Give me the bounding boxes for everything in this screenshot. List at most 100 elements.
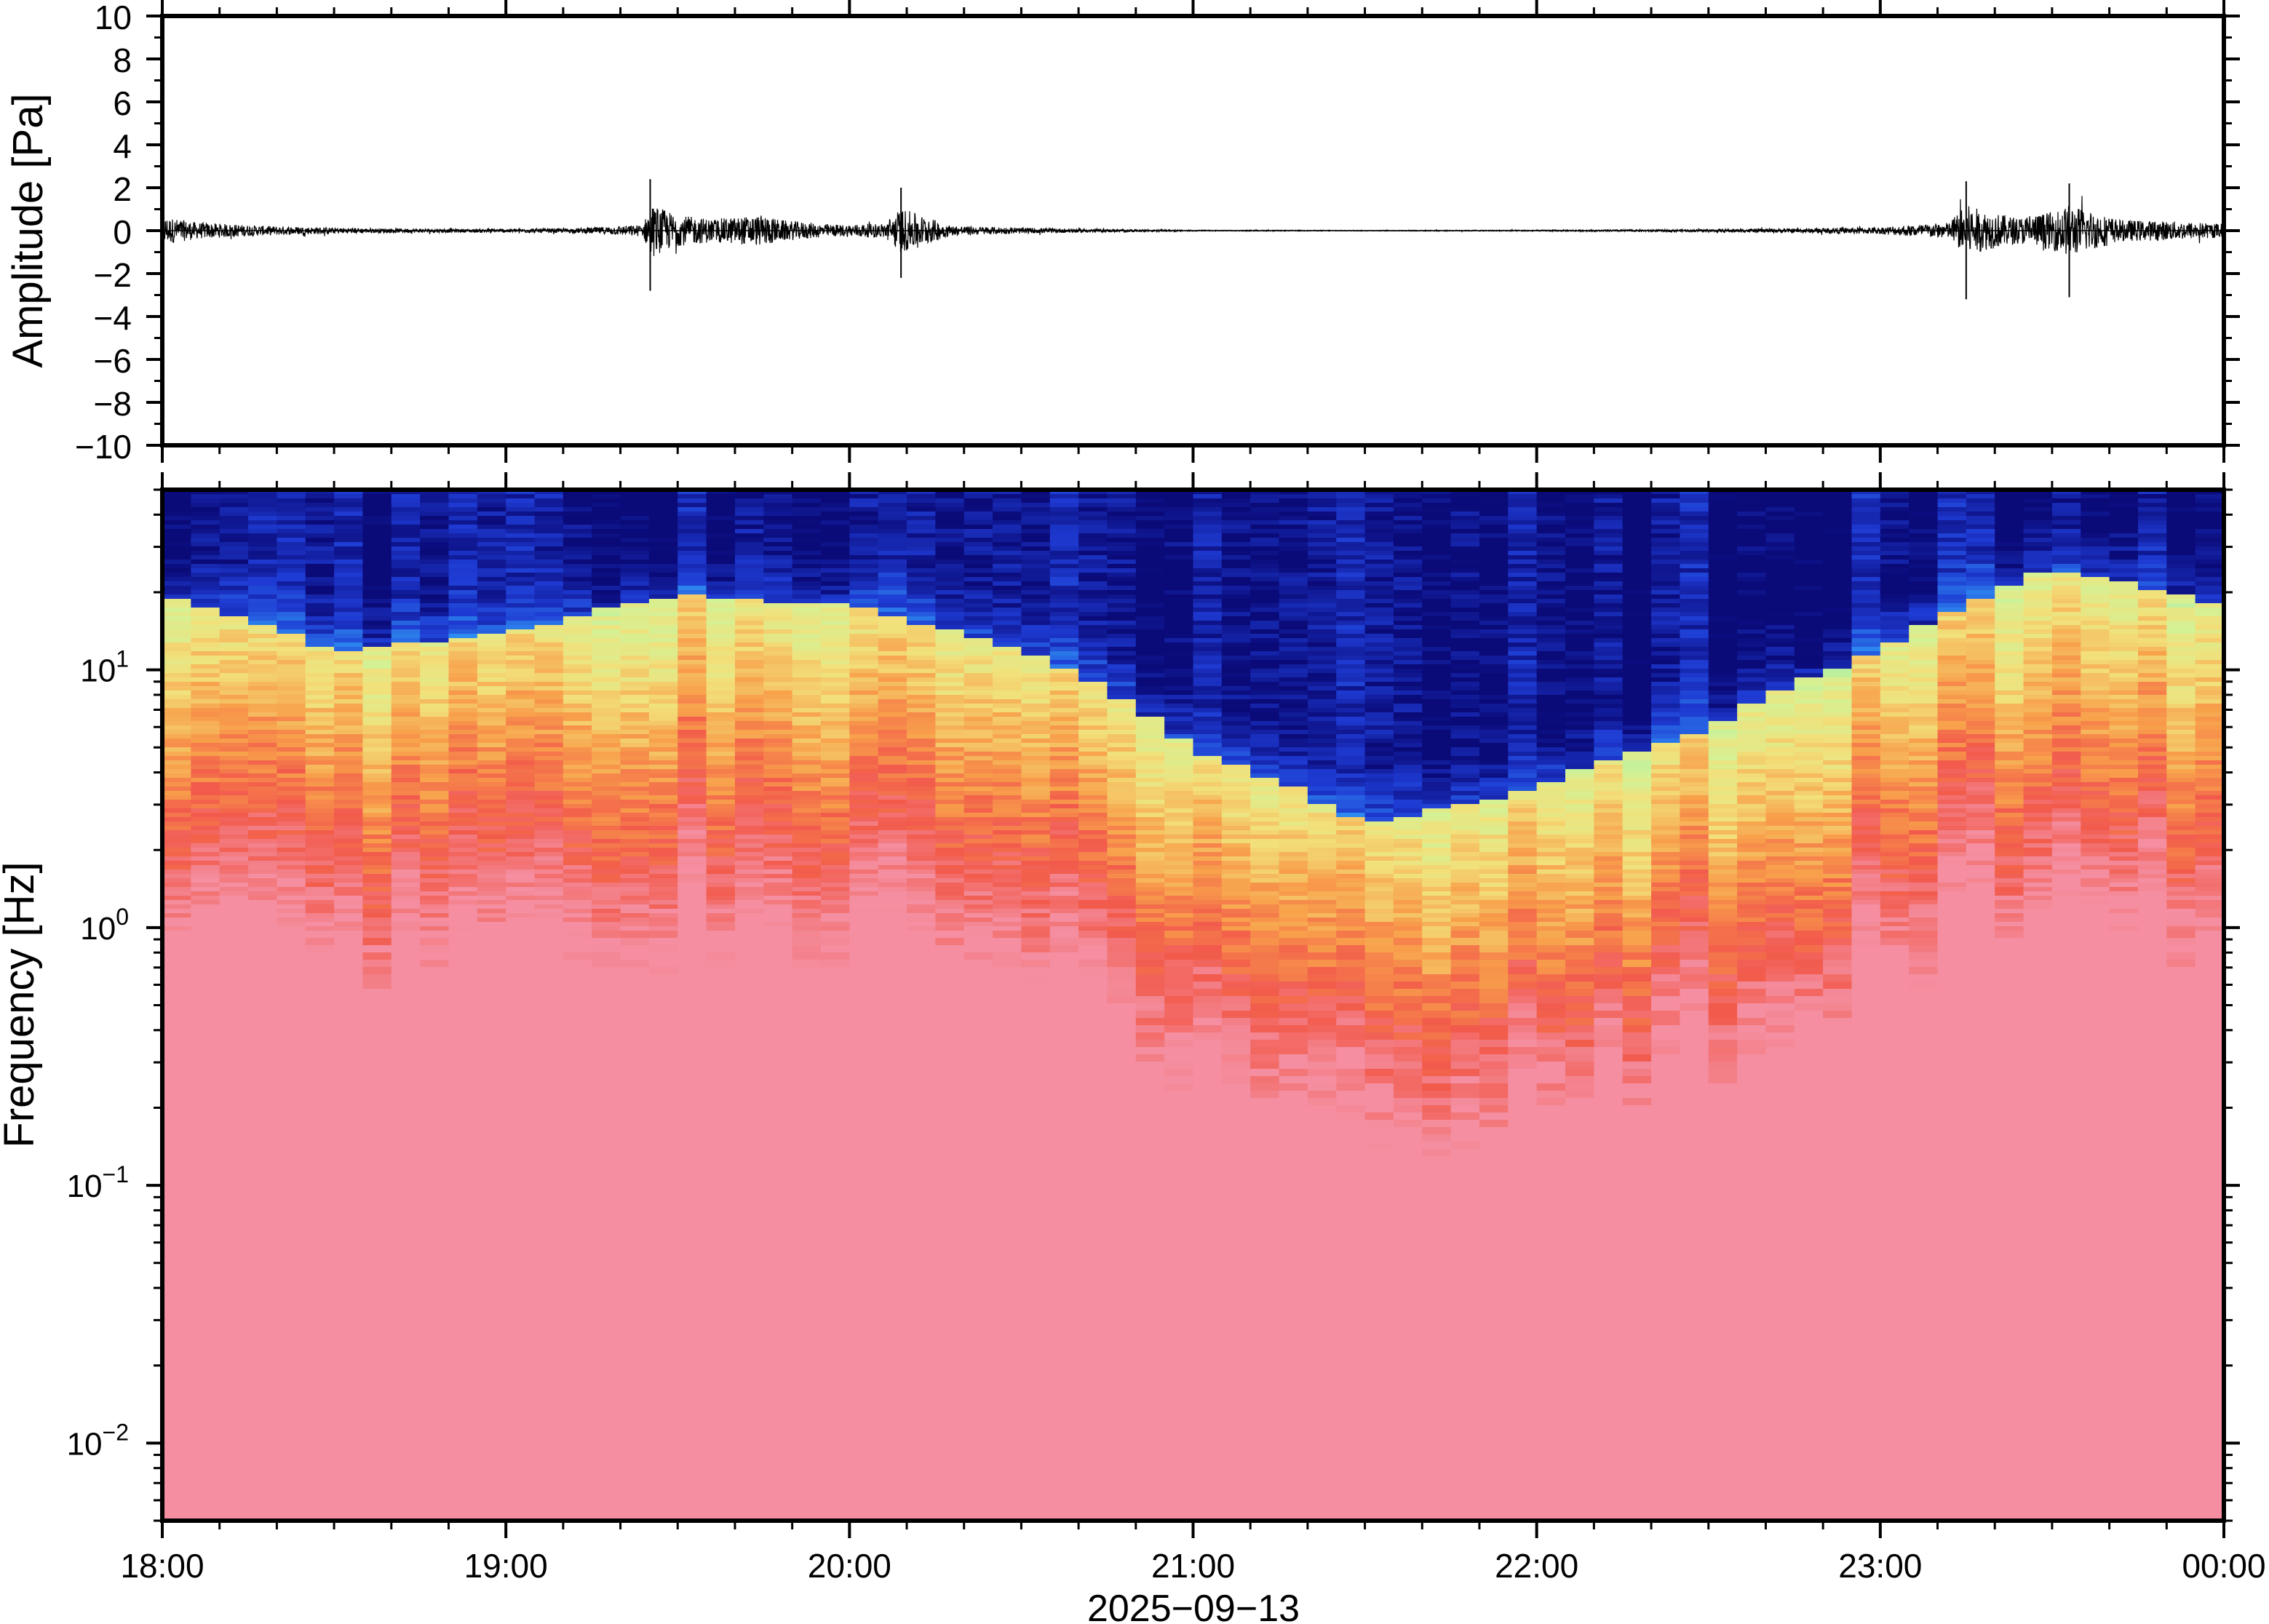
spectrogram-cell xyxy=(420,564,450,569)
spectrogram-cell xyxy=(1021,760,1051,765)
spectrogram-cell xyxy=(334,843,364,848)
spectrogram-cell xyxy=(362,1091,392,1099)
spectrogram-cell xyxy=(334,551,364,556)
spectrogram-cell xyxy=(792,773,822,779)
spectrogram-cell xyxy=(935,931,965,939)
spectrogram-cell xyxy=(219,739,249,744)
spectrogram-cell xyxy=(420,945,450,953)
spectrogram-cell xyxy=(391,1498,421,1521)
spectrogram-cell xyxy=(907,952,937,960)
spectrogram-cell xyxy=(191,1091,220,1099)
spectrogram-cell xyxy=(620,804,650,809)
spectrogram-cell xyxy=(534,1193,564,1201)
spectrogram-cell xyxy=(162,756,192,761)
spectrogram-cell xyxy=(734,686,765,691)
spectrogram-cell xyxy=(592,560,621,565)
spectrogram-cell xyxy=(362,791,392,796)
spectrogram-cell xyxy=(706,878,736,883)
spectrogram-cell xyxy=(878,695,907,700)
spectrogram-cell xyxy=(563,931,593,939)
spectrogram-cell xyxy=(820,564,851,569)
spectrogram-cell xyxy=(592,1083,621,1091)
spectrogram-cell xyxy=(162,1156,192,1164)
spectrogram-cell xyxy=(763,1353,793,1382)
spectrogram-cell xyxy=(219,1091,249,1099)
spectrogram-cell xyxy=(420,765,450,770)
spectrogram-cell xyxy=(849,821,879,827)
spectrogram-cell xyxy=(162,1251,192,1259)
spectrogram-cell xyxy=(563,835,593,840)
spectrogram-cell xyxy=(592,677,621,682)
spectrogram-cell xyxy=(592,931,621,939)
spectrogram-cell xyxy=(648,730,679,735)
spectrogram-cell xyxy=(277,533,306,538)
spectrogram-cell xyxy=(849,1069,879,1077)
spectrogram-cell xyxy=(1021,869,1051,875)
spectrogram-cell xyxy=(878,717,907,722)
spectrogram-cell xyxy=(248,1047,278,1055)
spectrogram-cell xyxy=(935,1011,965,1019)
spectrogram-cell xyxy=(219,621,249,626)
spectrogram-cell xyxy=(334,1040,364,1048)
spectrogram-cell xyxy=(191,660,220,665)
spectrogram-cell xyxy=(277,887,306,892)
spectrogram-cell xyxy=(191,800,220,805)
spectrogram-cell xyxy=(362,743,392,748)
spectrogram-cell xyxy=(648,1185,679,1193)
spectrogram-cell xyxy=(191,926,220,931)
spectrogram-cell xyxy=(935,938,965,946)
spectrogram-cell xyxy=(963,686,993,691)
spectrogram-cell xyxy=(420,769,450,774)
spectrogram-cell xyxy=(277,520,306,525)
spectrogram-cell xyxy=(620,787,650,792)
spectrogram-cell xyxy=(648,1091,679,1099)
spectrogram-cell xyxy=(706,874,736,879)
spectrogram-cell xyxy=(305,730,335,735)
spectrogram-cell xyxy=(963,507,993,512)
spectrogram-cell xyxy=(305,699,335,704)
spectrogram-cell xyxy=(248,708,278,713)
spectrogram-cell xyxy=(391,1091,421,1099)
spectrogram-cell xyxy=(362,520,392,525)
spectrogram-cell xyxy=(592,996,621,1004)
spectrogram-cell xyxy=(849,1382,879,1412)
spectrogram-cell xyxy=(907,865,937,870)
spectrogram-cell xyxy=(849,826,879,831)
spectrogram-cell xyxy=(334,826,364,831)
spectrogram-cell xyxy=(648,839,679,844)
spectrogram-cell xyxy=(907,830,937,835)
spectrogram-cell xyxy=(648,773,679,779)
spectrogram-cell xyxy=(1021,1382,1051,1412)
spectrogram-cell xyxy=(849,1011,879,1019)
spectrogram-cell xyxy=(248,638,278,643)
spectrogram-cell xyxy=(563,787,593,792)
spectrogram-cell xyxy=(763,1062,793,1070)
spectrogram-cell xyxy=(1021,1200,1051,1208)
spectrogram-cell xyxy=(1021,1142,1051,1150)
spectrogram-cell xyxy=(677,861,707,866)
spectrogram-cell xyxy=(305,835,335,840)
spectrogram-cell xyxy=(448,673,478,678)
spectrogram-cell xyxy=(305,1236,335,1244)
spectrogram-cell xyxy=(391,1185,421,1193)
spectrogram-cell xyxy=(878,1091,907,1099)
spectrogram-cell xyxy=(620,938,650,946)
spectrogram-cell xyxy=(878,525,907,530)
spectrogram-cell xyxy=(277,612,306,617)
spectrogram-cell xyxy=(993,660,1022,665)
spectrogram-cell xyxy=(592,813,621,818)
spectrogram-cell xyxy=(706,1134,736,1142)
spectrogram-cell xyxy=(305,1498,335,1521)
spectrogram-cell xyxy=(362,1134,392,1142)
spectrogram-cell xyxy=(420,1003,450,1011)
spectrogram-cell xyxy=(248,739,278,744)
spectrogram-cell xyxy=(792,634,822,639)
spectrogram-cell xyxy=(362,1200,392,1208)
spectrogram-cell xyxy=(849,848,879,853)
spectrogram-cell xyxy=(706,642,736,648)
spectrogram-cell xyxy=(162,922,192,927)
spectrogram-cell xyxy=(334,769,364,774)
spectrogram-cell xyxy=(820,743,851,748)
spectrogram-cell xyxy=(219,642,249,648)
spectrogram-cell xyxy=(277,529,306,534)
